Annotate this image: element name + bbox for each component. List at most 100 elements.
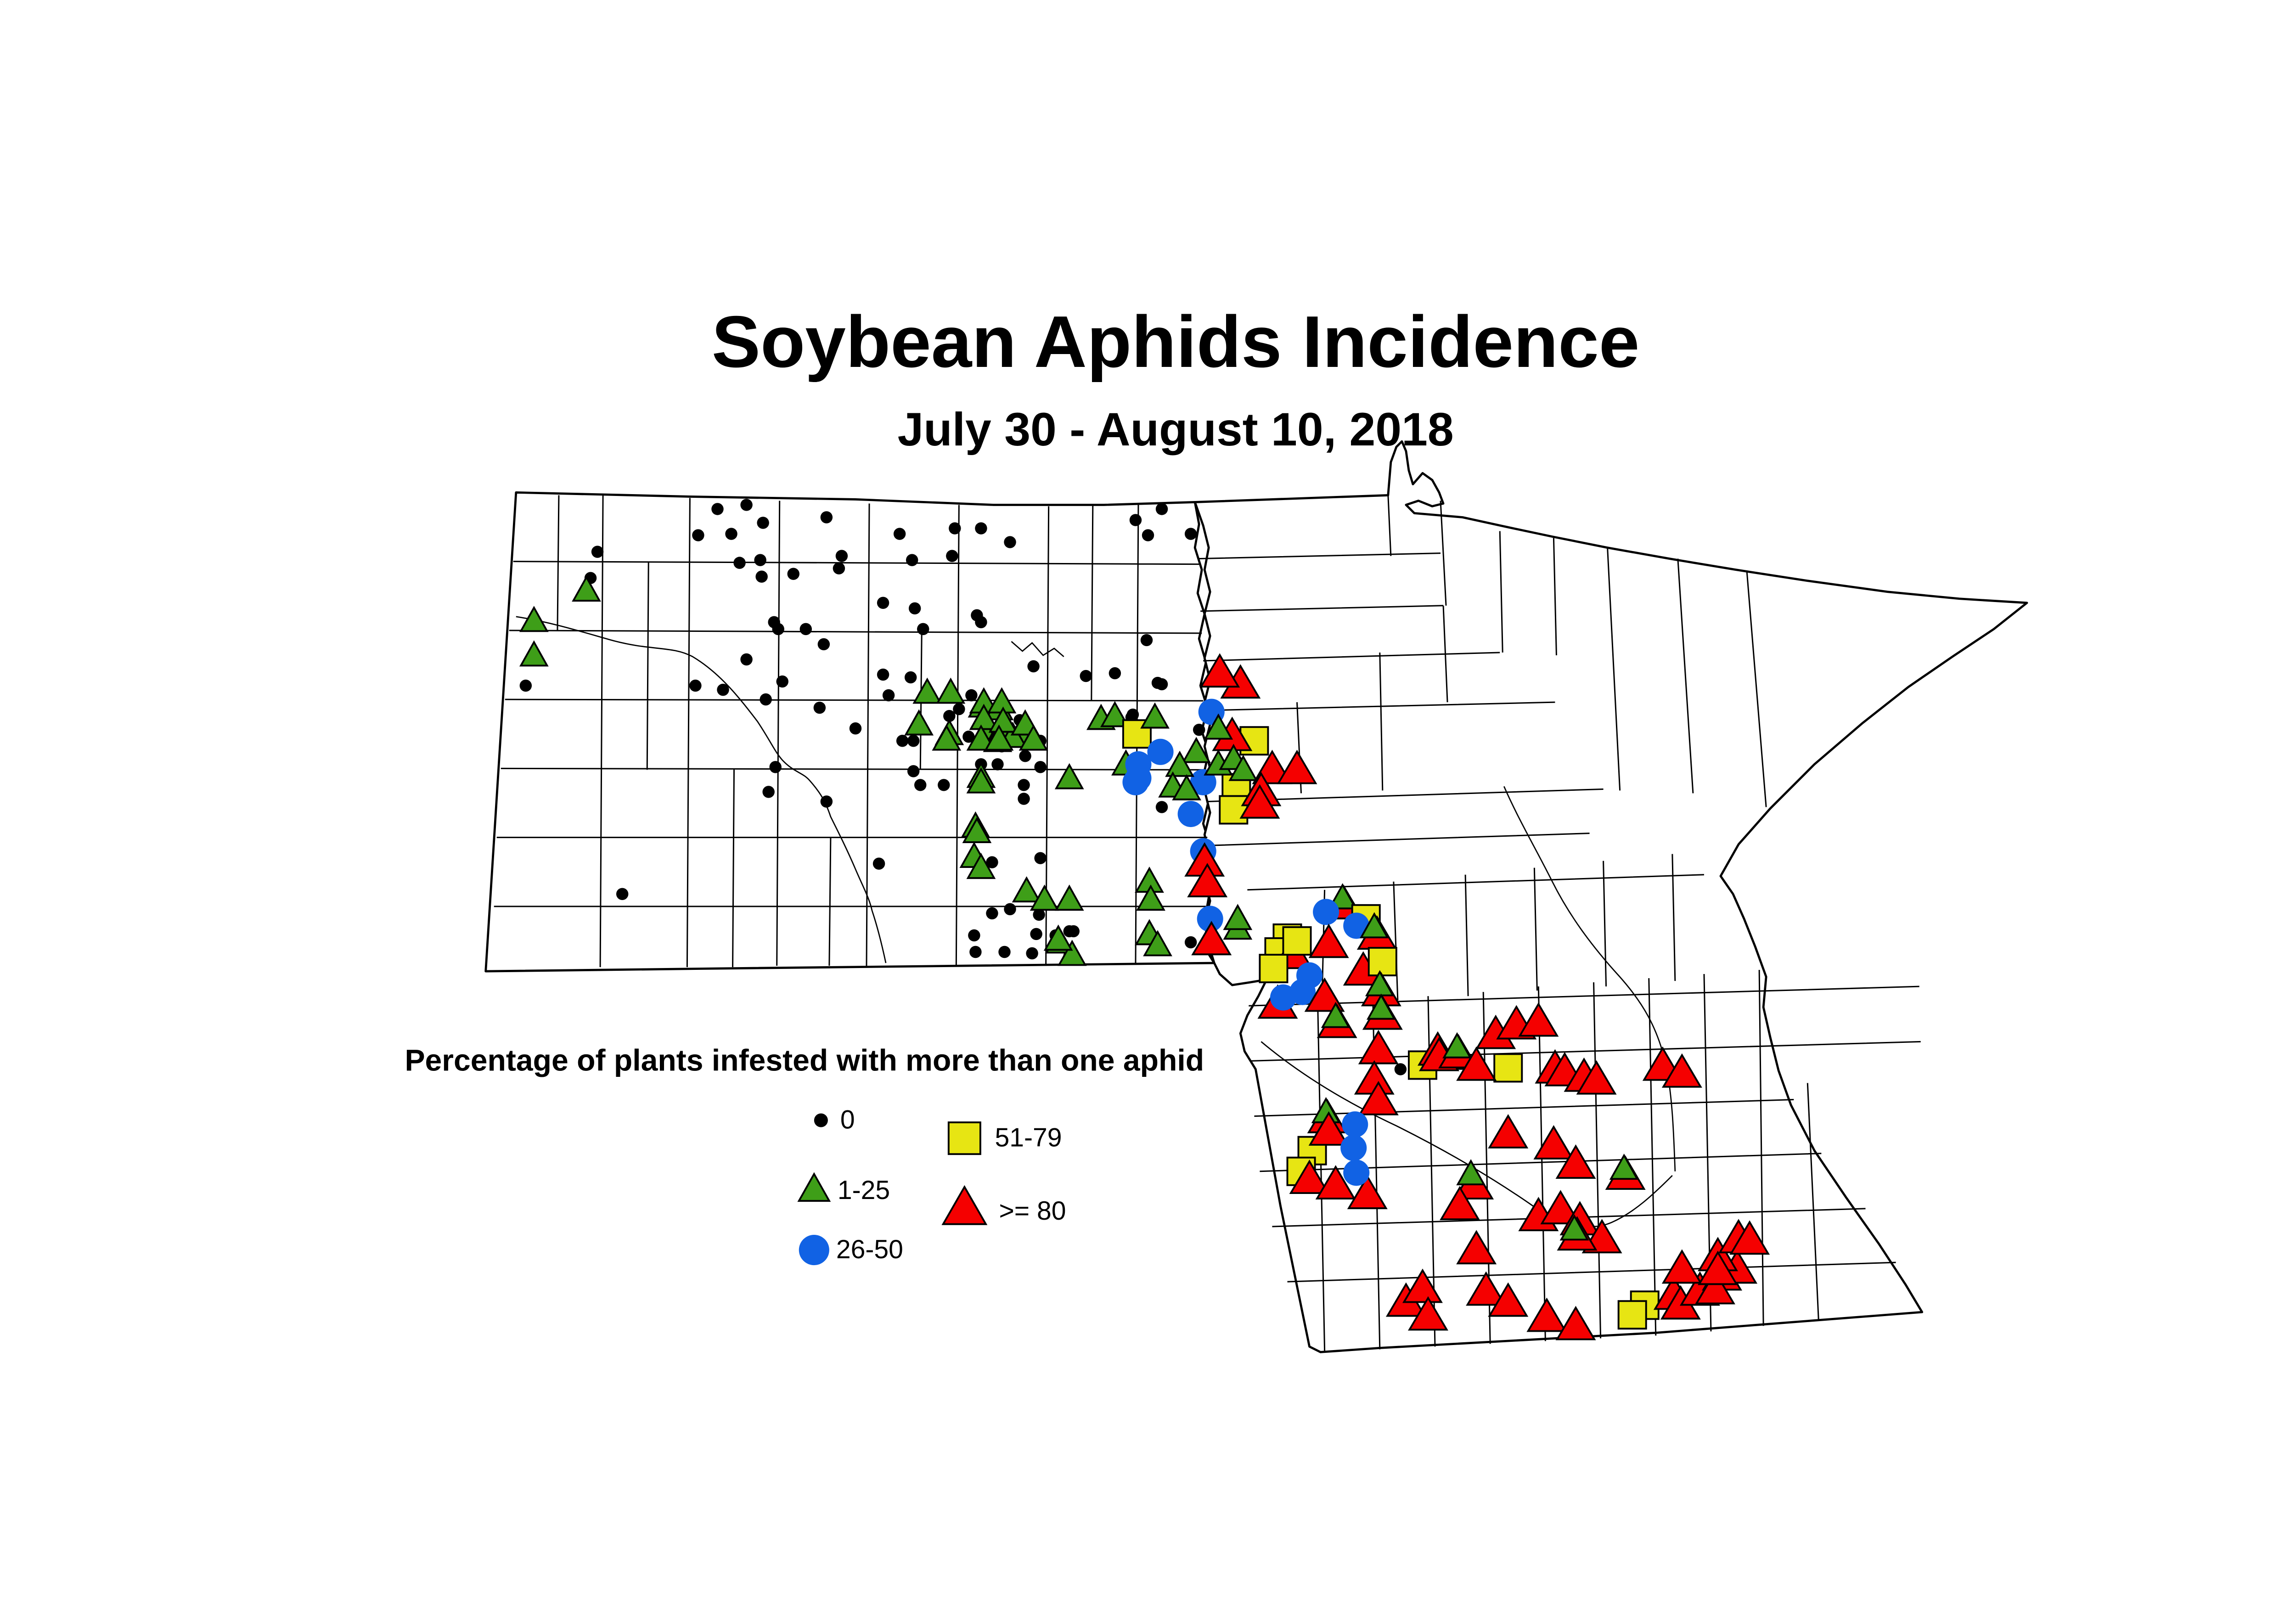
- marker-low: [1321, 1002, 1351, 1028]
- marker-zero: [762, 786, 775, 798]
- marker-severe: [1661, 1249, 1702, 1284]
- marker-severe: [1315, 1165, 1356, 1200]
- legend-item-mid: 26-50: [799, 1234, 903, 1266]
- legend: Percentage of plants infested with more …: [405, 1043, 1204, 1266]
- marker-zero: [1026, 947, 1038, 960]
- minnesota-river: [1261, 1041, 1673, 1227]
- marker-severe: [1239, 784, 1280, 819]
- marker-zero: [872, 857, 885, 870]
- marker-low: [1054, 884, 1084, 911]
- marker-zero: [1394, 1063, 1407, 1075]
- marker-low: [1012, 876, 1041, 903]
- marker-severe: [1358, 1081, 1399, 1115]
- marker-zero: [968, 929, 980, 942]
- marker-zero: [1063, 925, 1075, 938]
- marker-zero: [711, 503, 724, 515]
- marker-zero: [908, 602, 921, 615]
- marker-high: [1617, 1300, 1647, 1330]
- marker-mid: [1122, 769, 1149, 795]
- marker-zero: [835, 550, 848, 562]
- marker-zero: [1109, 667, 1121, 680]
- marker-severe: [1533, 1125, 1574, 1160]
- marker-low: [1100, 701, 1130, 727]
- marker-mid: [1177, 800, 1204, 828]
- marker-low: [984, 724, 1014, 751]
- marker-low: [969, 704, 999, 730]
- marker-zero: [1034, 852, 1047, 864]
- marker-zero: [877, 668, 889, 681]
- missouri-river: [516, 616, 887, 963]
- marker-severe: [1347, 1175, 1388, 1210]
- marker-zero: [760, 693, 772, 706]
- marker-zero: [1080, 670, 1092, 682]
- marker-low: [1359, 912, 1389, 939]
- marker-low: [1365, 970, 1395, 996]
- legend-label-low: 1-25: [838, 1176, 890, 1205]
- marker-zero: [1155, 678, 1168, 691]
- marker-zero: [1034, 761, 1047, 773]
- marker-low: [912, 677, 942, 704]
- marker-severe: [1358, 1030, 1399, 1064]
- marker-severe: [1191, 921, 1232, 956]
- marker-zero: [733, 557, 746, 569]
- marker-severe: [1304, 977, 1345, 1012]
- marker-zero: [962, 731, 975, 743]
- marker-zero: [740, 499, 753, 511]
- marker-zero: [1142, 529, 1154, 541]
- marker-severe: [1576, 1060, 1617, 1095]
- marker-zero: [616, 888, 629, 901]
- legend-label-severe: >= 80: [999, 1196, 1066, 1226]
- legend-item-low: 1-25: [797, 1172, 890, 1205]
- legend-label-high: 51-79: [995, 1123, 1062, 1153]
- marker-zero: [938, 779, 950, 791]
- marker-severe: [1308, 1111, 1349, 1146]
- marker-mid: [1343, 912, 1370, 939]
- page-subtitle: July 30 - August 10, 2018: [897, 403, 1453, 456]
- marker-high: [1493, 1053, 1523, 1083]
- marker-low: [1165, 750, 1194, 777]
- marker-zero: [817, 638, 830, 651]
- state-minnesota: [1193, 440, 2028, 1353]
- devils-lake: [1011, 641, 1064, 658]
- legend-item-high: 51-79: [947, 1121, 1062, 1155]
- marker-severe: [1555, 1306, 1596, 1340]
- yellow-square-icon: [947, 1121, 981, 1155]
- marker-zero: [755, 570, 768, 583]
- marker-zero: [991, 758, 1004, 771]
- legend-item-severe: >= 80: [941, 1185, 1066, 1226]
- marker-zero: [1033, 908, 1045, 921]
- marker-zero: [949, 522, 961, 535]
- zero-dot-icon: [814, 1113, 828, 1127]
- marker-zero: [820, 795, 833, 808]
- marker-severe: [1661, 1053, 1702, 1088]
- marker-severe: [1440, 1186, 1480, 1221]
- marker-mid: [1342, 1111, 1368, 1138]
- marker-zero: [969, 946, 982, 958]
- marker-severe: [1540, 1190, 1581, 1225]
- marker-low: [1019, 724, 1048, 751]
- marker-low: [936, 677, 966, 704]
- green-triangle-icon: [797, 1172, 831, 1202]
- legend-label-mid: 26-50: [836, 1235, 903, 1264]
- marker-mid: [1343, 1160, 1370, 1186]
- marker-zero: [965, 689, 978, 702]
- marker-zero: [877, 597, 889, 609]
- marker-zero: [725, 528, 737, 540]
- marker-severe: [1555, 1144, 1596, 1179]
- marker-severe: [1694, 1270, 1735, 1305]
- marker-mid: [1340, 1135, 1367, 1161]
- red-triangle-icon: [941, 1185, 988, 1225]
- marker-zero: [787, 568, 799, 580]
- marker-mid: [1197, 906, 1223, 932]
- marker-low: [1223, 904, 1253, 930]
- legend-item-zero: 0: [814, 1105, 855, 1135]
- marker-zero: [1030, 928, 1042, 940]
- marker-zero: [986, 907, 998, 920]
- marker-severe: [1456, 1046, 1497, 1081]
- marker-high: [1219, 795, 1249, 825]
- marker-zero: [813, 701, 826, 714]
- marker-mid: [1270, 984, 1297, 1011]
- marker-low: [1228, 754, 1258, 781]
- marker-zero: [689, 679, 702, 692]
- marker-zero: [943, 709, 956, 722]
